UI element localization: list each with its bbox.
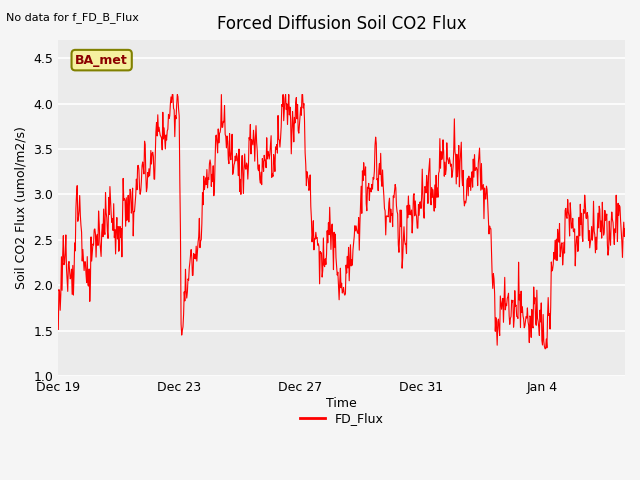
Y-axis label: Soil CO2 Flux (umol/m2/s): Soil CO2 Flux (umol/m2/s)	[15, 127, 28, 289]
Legend: FD_Flux: FD_Flux	[294, 407, 388, 430]
Title: Forced Diffusion Soil CO2 Flux: Forced Diffusion Soil CO2 Flux	[217, 15, 467, 33]
Text: No data for f_FD_B_Flux: No data for f_FD_B_Flux	[6, 12, 140, 23]
X-axis label: Time: Time	[326, 396, 357, 409]
Text: BA_met: BA_met	[76, 54, 128, 67]
